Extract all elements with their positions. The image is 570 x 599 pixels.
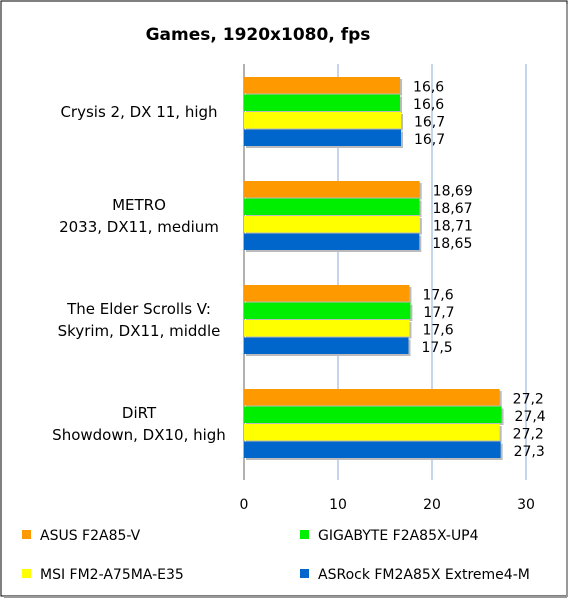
bar bbox=[244, 94, 401, 111]
data-label: 18,69 bbox=[433, 184, 473, 200]
bar bbox=[244, 389, 500, 406]
legend-swatch bbox=[22, 569, 31, 578]
data-label: 18,71 bbox=[433, 219, 473, 235]
data-label: 27,3 bbox=[514, 444, 545, 460]
data-label: 17,7 bbox=[423, 305, 454, 321]
bar bbox=[244, 181, 420, 198]
data-label: 27,2 bbox=[513, 427, 544, 443]
bar bbox=[244, 424, 500, 441]
category-label: Crysis 2, DX 11, high bbox=[60, 103, 217, 121]
legend-label: MSI FM2-A75MA-E35 bbox=[40, 567, 184, 583]
legend-swatch bbox=[300, 530, 309, 539]
tick-label: 0 bbox=[240, 497, 249, 513]
plot-area: Crysis 2, DX 11, high 16,616,6 16,716,7 MET… bbox=[52, 64, 546, 513]
category-label: Skyrim, DX11, middle bbox=[58, 322, 221, 340]
category-label: Showdown, DX10, high bbox=[52, 426, 226, 444]
legend-swatch bbox=[22, 530, 31, 539]
bar bbox=[244, 77, 401, 94]
category-label: 2033, DX11, medium bbox=[59, 218, 219, 236]
data-label: 18,65 bbox=[432, 236, 472, 252]
chart-title: Games, 1920x1080, fps bbox=[146, 25, 371, 45]
data-label: 17,6 bbox=[422, 323, 453, 339]
bar bbox=[244, 337, 409, 354]
tick-label: 30 bbox=[517, 497, 535, 513]
data-label: 18,67 bbox=[432, 201, 472, 217]
bar bbox=[244, 406, 502, 423]
category-label: METRO bbox=[112, 196, 166, 214]
data-label: 17,5 bbox=[422, 340, 453, 356]
tick-label: 10 bbox=[329, 497, 347, 513]
bar bbox=[244, 129, 401, 146]
category-label: DiRT bbox=[122, 404, 157, 422]
data-label: 16,6 bbox=[413, 80, 444, 96]
data-label: 16,7 bbox=[414, 115, 445, 131]
bar bbox=[244, 216, 420, 233]
legend-label: ASRock FM2A85X Extreme4-M bbox=[318, 567, 530, 583]
bar bbox=[244, 302, 411, 319]
legend-label: ASUS F2A85-V bbox=[40, 528, 141, 544]
bar bbox=[244, 233, 420, 250]
bar bbox=[244, 320, 410, 337]
legend: ASUS F2A85-V GIGABYTE F2A85X-UP4 MSI FM2-A… bbox=[22, 528, 530, 583]
bar bbox=[244, 285, 410, 302]
bar bbox=[244, 441, 501, 458]
data-label: 27,2 bbox=[513, 392, 544, 408]
data-label: 27,4 bbox=[515, 409, 546, 425]
data-label: 16,7 bbox=[414, 132, 445, 148]
legend-label: GIGABYTE F2A85X-UP4 bbox=[318, 528, 479, 544]
bar bbox=[244, 198, 420, 215]
data-label: 17,6 bbox=[422, 288, 453, 304]
legend-swatch bbox=[300, 569, 309, 578]
bar bbox=[244, 112, 401, 129]
category-label: The Elder Scrolls V: bbox=[66, 300, 211, 318]
tick-label: 20 bbox=[423, 497, 441, 513]
data-label: 16,6 bbox=[413, 97, 444, 113]
